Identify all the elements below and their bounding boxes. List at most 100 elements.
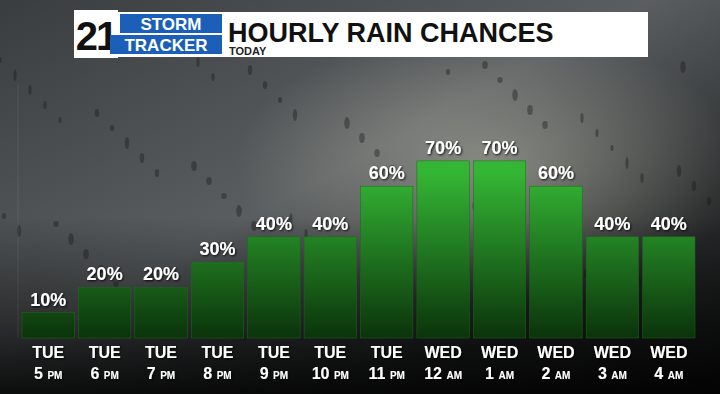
x-tick-day: WED	[424, 344, 461, 361]
x-tick-label: WED3 AM	[594, 344, 631, 382]
background-shade	[0, 0, 720, 394]
bar	[473, 161, 525, 338]
x-tick-hour: 10	[312, 365, 334, 382]
x-tick-day: WED	[481, 344, 518, 361]
raindrop	[248, 65, 252, 75]
bar	[643, 237, 695, 338]
x-tick-day: WED	[594, 344, 631, 361]
raindrop	[595, 129, 598, 137]
x-tick-ampm: PM	[104, 370, 119, 381]
bar	[530, 186, 582, 338]
logo-band	[110, 35, 222, 54]
x-tick-hour: 5	[34, 365, 47, 382]
bar	[586, 237, 638, 338]
raindrop	[359, 133, 365, 143]
raindrop	[2, 213, 6, 219]
raindrop	[17, 225, 21, 237]
raindrop	[482, 61, 488, 69]
x-tick-day: TUE	[258, 344, 290, 361]
chart: 21STORMTRACKERHOURLY RAIN CHANCESTODAY10…	[0, 0, 720, 394]
bar	[191, 262, 243, 338]
data-label: 20%	[87, 264, 123, 284]
x-tick-label: TUE11 PM	[369, 344, 405, 382]
y-axis-line	[18, 85, 19, 338]
x-tick-ampm: PM	[160, 370, 175, 381]
bar	[135, 287, 187, 338]
raindrop	[196, 57, 199, 67]
x-tick-ampm: AM	[498, 370, 514, 381]
x-tick-label: TUE 6 PM	[89, 344, 121, 382]
raindrop	[677, 165, 681, 177]
raindrop	[155, 169, 159, 177]
raindrop	[125, 137, 129, 149]
logo-band	[120, 14, 222, 33]
data-label: 10%	[30, 290, 66, 310]
data-label: 40%	[312, 214, 348, 234]
x-tick-day: TUE	[201, 344, 233, 361]
x-tick-hour: 6	[90, 365, 103, 382]
raindrop	[278, 97, 282, 103]
raindrop	[95, 109, 99, 117]
raindrop	[542, 121, 548, 129]
x-tick-ampm: PM	[47, 370, 62, 381]
subtitle: TODAY	[229, 45, 267, 57]
raindrop	[58, 117, 61, 123]
logo-line: TRACKER	[124, 36, 207, 55]
x-tick-day: TUE	[89, 344, 121, 361]
x-tick-day: TUE	[32, 344, 64, 361]
data-label: 60%	[538, 163, 574, 183]
raindrop	[43, 101, 46, 109]
title: HOURLY RAIN CHANCES	[228, 18, 554, 48]
x-tick-hour: 9	[260, 365, 273, 382]
data-label: 40%	[256, 214, 292, 234]
raindrop	[206, 177, 212, 185]
raindrop	[0, 57, 2, 63]
x-tick-ampm: PM	[334, 370, 349, 381]
raindrop	[13, 69, 16, 81]
x-tick-ampm: PM	[217, 370, 232, 381]
x-tick-label: WED4 AM	[650, 344, 687, 382]
raindrop	[446, 69, 450, 75]
raindrop	[344, 117, 350, 129]
raindrop	[580, 113, 583, 123]
x-tick-ampm: PM	[390, 370, 405, 381]
data-label: 20%	[143, 264, 179, 284]
x-tick-label: WED12 AM	[424, 344, 462, 382]
x-tick-ampm: AM	[611, 370, 627, 381]
data-label: 60%	[369, 163, 405, 183]
raindrop	[374, 149, 380, 157]
raindrop	[293, 109, 297, 121]
raindrop	[140, 153, 144, 163]
raindrop	[83, 249, 89, 259]
x-tick-label: TUE7 PM	[145, 344, 177, 382]
raindrop	[625, 157, 628, 169]
data-label: 40%	[651, 214, 687, 234]
bar	[22, 313, 74, 338]
x-tick-label: TUE8 PM	[201, 344, 233, 382]
raindrop	[497, 77, 503, 83]
data-label: 40%	[594, 214, 630, 234]
x-tick-label: TUE 9 PM	[258, 344, 290, 382]
raindrop	[707, 197, 711, 205]
raindrop	[263, 81, 267, 89]
raindrop	[610, 145, 613, 151]
x-tick-hour: 11	[369, 365, 390, 382]
x-tick-ampm: PM	[273, 370, 288, 381]
raindrop	[191, 161, 197, 171]
x-tick-hour: 12	[424, 365, 446, 382]
raindrop	[527, 105, 533, 115]
x-tick-label: WED2 AM	[537, 344, 574, 382]
x-tick-day: TUE	[314, 344, 346, 361]
raindrop	[236, 205, 242, 217]
x-tick-day: WED	[650, 344, 687, 361]
raindrop	[28, 85, 31, 95]
background-glow	[0, 0, 720, 394]
background	[0, 0, 720, 394]
raindrop	[640, 173, 643, 183]
x-tick-label: TUE 10 PM	[312, 344, 349, 382]
bar	[304, 237, 356, 338]
x-tick-label: WED1 AM	[481, 344, 518, 382]
raindrop	[680, 61, 686, 73]
x-tick-label: TUE 5 PM	[32, 344, 64, 382]
x-tick-ampm: AM	[555, 370, 571, 381]
